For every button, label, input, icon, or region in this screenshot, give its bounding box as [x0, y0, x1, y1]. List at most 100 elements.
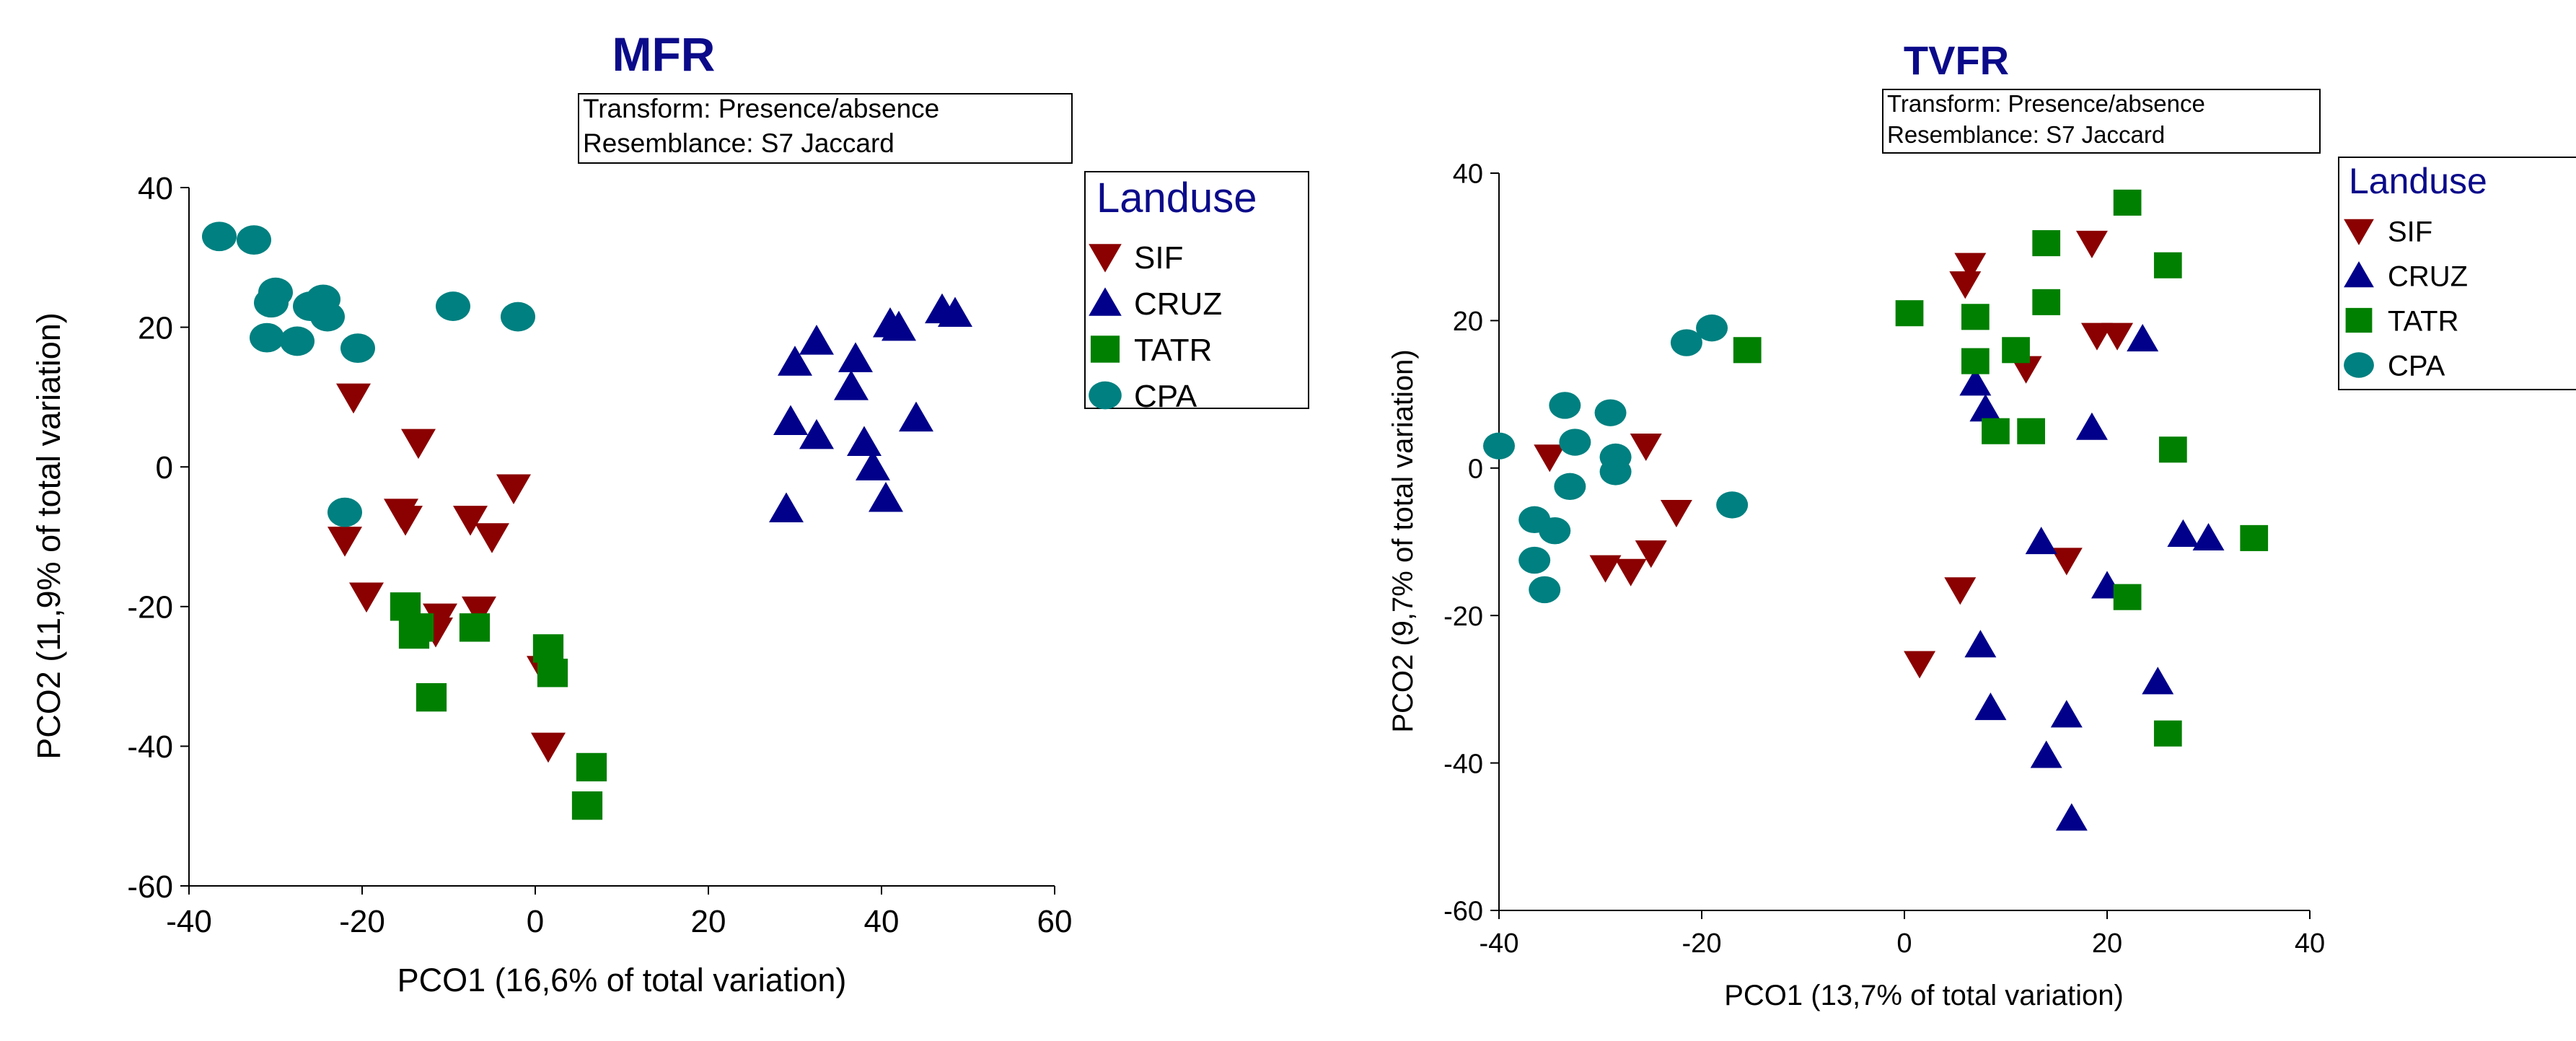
tvfr-point-tatr: [2002, 337, 2030, 364]
mfr-legend-label-tatr: TATR: [1134, 333, 1212, 368]
mfr-legend-label-sif: SIF: [1134, 240, 1183, 276]
tvfr-legend-marker-sif: [2344, 219, 2374, 245]
tvfr-x-tick-label: 0: [1896, 928, 1912, 959]
tvfr-point-tatr: [2113, 584, 2142, 610]
mfr-point-cruz: [847, 426, 882, 457]
mfr-x-tick-label: -40: [166, 904, 212, 939]
tvfr-y-tick-label: 20: [1453, 307, 1483, 337]
mfr-point-sif: [531, 732, 566, 763]
tvfr-point-sif: [1589, 555, 1622, 583]
tvfr-point-tatr: [2153, 252, 2182, 278]
mfr-point-cruz: [882, 310, 916, 341]
tvfr-legend-marker-tatr: [2345, 307, 2373, 333]
tvfr-annotation-line-1: Transform: Presence/absence: [1887, 90, 2205, 117]
tvfr-point-cruz: [1964, 630, 1997, 658]
mfr-point-cruz: [799, 325, 834, 355]
mfr-points: [202, 221, 972, 820]
mfr-annotation-box: [578, 93, 1073, 164]
tvfr-point-tatr: [2158, 436, 2187, 463]
mfr-x-tick-label: 60: [1037, 904, 1073, 939]
tvfr-legend-items: SIF CRUZ TATR CPA: [2344, 216, 2468, 382]
mfr-point-cruz: [799, 418, 834, 449]
mfr-point-cruz: [769, 492, 804, 522]
mfr-legend-items: SIF CRUZ TATR CPA: [1089, 240, 1222, 414]
tvfr-point-cruz: [2050, 700, 2083, 728]
tvfr-point-cpa: [1670, 329, 1702, 356]
mfr-point-cruz: [899, 401, 933, 432]
tvfr-legend-box: [2338, 157, 2576, 390]
tvfr-point-cruz: [2030, 740, 2062, 768]
mfr-y-tick-label: 0: [156, 450, 173, 486]
mfr-title: MFR: [612, 27, 716, 81]
tvfr-point-sif: [2101, 322, 2134, 351]
tvfr-point-tatr: [2017, 418, 2045, 444]
mfr-point-cpa: [328, 497, 362, 527]
tvfr-point-cruz: [2075, 412, 2108, 440]
mfr-point-sif: [401, 429, 436, 460]
tvfr-point-cruz: [2127, 324, 2159, 352]
mfr-point-cpa: [501, 302, 535, 332]
mfr-x-tick-label: 0: [527, 904, 544, 939]
mfr-y-tick-label: -40: [127, 729, 173, 765]
tvfr-y-tick-label: -20: [1443, 602, 1483, 632]
tvfr-legend-marker-cpa: [2344, 352, 2374, 378]
tvfr-legend-marker-cruz: [2344, 261, 2374, 288]
mfr-point-sif: [336, 383, 371, 414]
tvfr-y-tick-label: -60: [1443, 897, 1483, 927]
tvfr-point-cruz: [1974, 693, 2007, 721]
tvfr-point-cruz: [2167, 519, 2199, 547]
tvfr-point-sif: [2080, 322, 2113, 351]
mfr-point-tatr: [398, 620, 430, 649]
tvfr-x-axis-label: PCO1 (13,7% of total variation): [1724, 980, 2124, 1011]
mfr-legend-label-cpa: CPA: [1134, 379, 1197, 414]
tvfr-points: [1483, 189, 2269, 831]
tvfr-point-sif: [1630, 433, 1662, 462]
tvfr-point-cpa: [1549, 392, 1581, 419]
mfr-panel: MFR Transform: Presence/absence Resembla…: [30, 27, 1309, 998]
tvfr-point-sif: [1904, 651, 1936, 679]
tvfr-x-ticks: -40 -20 0 20 40: [1480, 910, 2325, 959]
mfr-x-ticks: -40 -20 0 20 40 60: [166, 886, 1072, 939]
mfr-point-tatr: [459, 613, 491, 642]
tvfr-legend-label-cruz: CRUZ: [2388, 260, 2468, 292]
tvfr-point-sif: [1954, 252, 1987, 281]
tvfr-point-tatr: [1895, 300, 1924, 327]
mfr-legend-label-cruz: CRUZ: [1134, 286, 1222, 322]
mfr-point-tatr: [537, 659, 568, 688]
mfr-point-sif: [462, 596, 496, 627]
tvfr-point-tatr: [2113, 189, 2142, 216]
tvfr-y-tick-label: -40: [1443, 749, 1483, 779]
tvfr-point-cpa: [1594, 399, 1627, 426]
tvfr-point-sif: [1635, 540, 1667, 568]
mfr-point-cpa: [254, 288, 289, 318]
tvfr-point-sif: [2075, 230, 2108, 258]
tvfr-x-tick-label: 20: [2092, 928, 2122, 959]
tvfr-point-cpa: [1539, 517, 1571, 545]
tvfr-point-cpa: [1696, 314, 1728, 342]
mfr-x-tick-label: -20: [339, 904, 385, 939]
mfr-point-cruz: [856, 450, 890, 480]
tvfr-point-tatr: [2240, 524, 2269, 551]
mfr-point-cruz: [778, 346, 812, 376]
tvfr-point-sif: [1660, 499, 1692, 528]
mfr-point-tatr: [416, 682, 447, 712]
mfr-y-ticks: 40 20 0 -20 -40 -60: [127, 171, 189, 905]
tvfr-point-cpa: [1599, 458, 1632, 486]
tvfr-panel: TVFR Transform: Presence/absence Resembl…: [1387, 38, 2576, 1011]
tvfr-point-cpa: [1716, 491, 1749, 519]
tvfr-point-cruz: [2192, 522, 2225, 551]
mfr-legend-box: [1084, 171, 1309, 409]
tvfr-point-sif: [2050, 548, 2083, 576]
tvfr-point-sif: [1614, 558, 1647, 587]
tvfr-point-cruz: [1969, 394, 2002, 422]
mfr-x-axis-label: PCO1 (16,6% of total variation): [397, 962, 847, 998]
mfr-point-sif: [388, 506, 423, 536]
mfr-point-cruz: [938, 297, 972, 327]
tvfr-point-cpa: [1483, 432, 1515, 460]
mfr-x-tick-label: 40: [864, 904, 900, 939]
mfr-point-cpa: [340, 333, 375, 364]
mfr-point-tatr: [571, 791, 603, 820]
mfr-point-sif: [349, 582, 384, 613]
tvfr-y-axis-label: PCO2 (9,7% of total variation): [1387, 349, 1419, 732]
